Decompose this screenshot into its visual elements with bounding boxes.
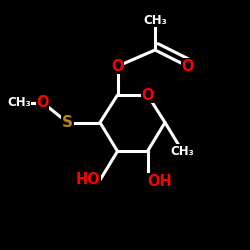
- Text: O: O: [36, 95, 49, 110]
- Text: S: S: [62, 115, 73, 130]
- Text: O: O: [141, 88, 154, 102]
- Text: CH₃: CH₃: [7, 96, 30, 109]
- Text: O: O: [111, 59, 124, 74]
- Text: CH₃: CH₃: [143, 14, 167, 26]
- Text: CH₃: CH₃: [170, 145, 194, 158]
- Text: OH: OH: [148, 174, 172, 189]
- Text: HO: HO: [75, 172, 100, 188]
- Text: O: O: [181, 59, 194, 74]
